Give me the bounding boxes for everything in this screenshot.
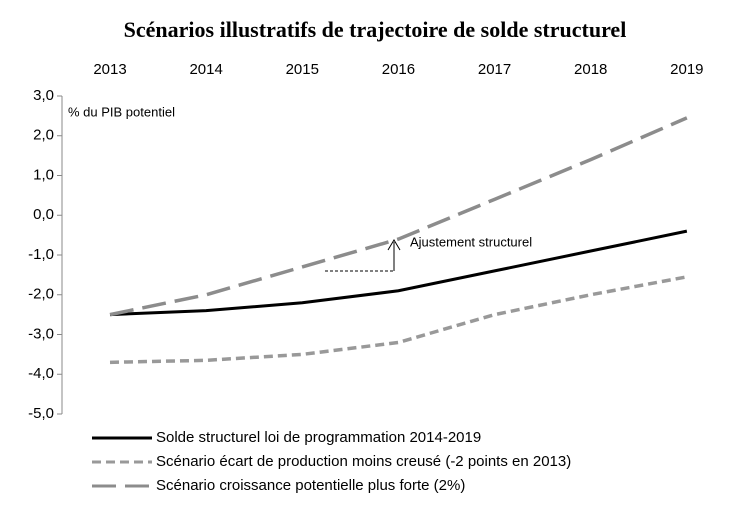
y-tick-label: -3,0 [28, 325, 54, 342]
chart-title: Scénarios illustratifs de trajectoire de… [124, 17, 627, 42]
y-tick-label: -2,0 [28, 286, 54, 303]
x-tick-label: 2019 [670, 61, 703, 78]
x-tick-label: 2017 [478, 61, 511, 78]
series-line [109, 116, 688, 317]
legend-label: Scénario croissance potentielle plus for… [156, 477, 465, 494]
series-line [109, 229, 688, 317]
y-tick-label: 0,0 [33, 206, 54, 223]
y-tick-label: 1,0 [33, 166, 54, 183]
y-tick-label: 3,0 [33, 87, 54, 104]
x-tick-label: 2018 [574, 61, 607, 78]
x-tick-label: 2013 [93, 61, 126, 78]
x-tick-label: 2015 [286, 61, 319, 78]
legend-label: Scénario écart de production moins creus… [156, 453, 571, 470]
x-tick-label: 2014 [189, 61, 222, 78]
y-tick-label: -1,0 [28, 246, 54, 263]
annotation-arrowhead [387, 239, 401, 251]
x-tick-label: 2016 [382, 61, 415, 78]
legend-label: Solde structurel loi de programmation 20… [156, 429, 481, 446]
y-tick-label: -4,0 [28, 365, 54, 382]
y-tick-label: 2,0 [33, 127, 54, 144]
y-axis-label: % du PIB potentiel [68, 104, 175, 119]
y-tick-label: -5,0 [28, 405, 54, 422]
annotation: Ajustement structurel [410, 234, 532, 249]
